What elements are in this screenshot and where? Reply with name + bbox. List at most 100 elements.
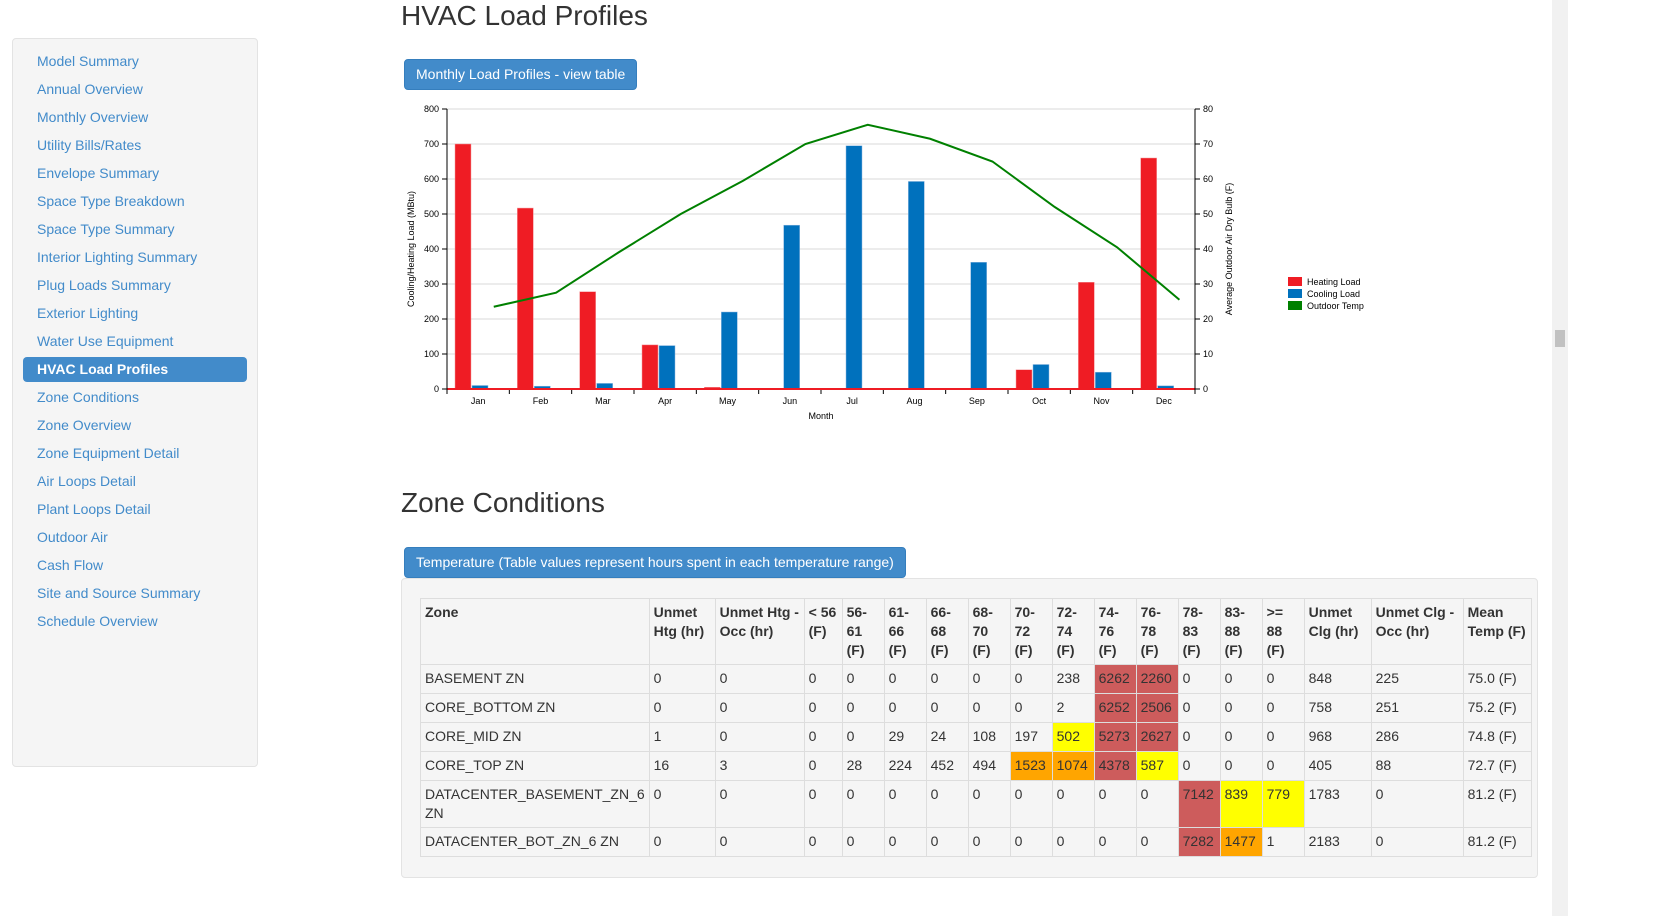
column-header: Unmet Htg (hr)	[648, 598, 716, 665]
value-cell: 0	[1219, 751, 1263, 781]
zone-conditions-title: Zone Conditions	[401, 487, 605, 518]
column-header: >= 88 (F)	[1261, 598, 1305, 665]
value-cell: 0	[1009, 664, 1053, 694]
y-tick-label: 700	[424, 139, 439, 149]
value-cell: 779	[1261, 780, 1305, 828]
value-cell: 0	[925, 780, 969, 828]
y-tick-label: 300	[424, 279, 439, 289]
value-cell: 0	[1177, 751, 1221, 781]
value-cell: 16	[648, 751, 716, 781]
y-tick-label: 100	[424, 349, 439, 359]
legend-label: Outdoor Temp	[1307, 301, 1364, 311]
sidebar-item-exterior-lighting[interactable]: Exterior Lighting	[37, 305, 139, 321]
sidebar-item-site-and-source-summary[interactable]: Site and Source Summary	[37, 585, 201, 601]
value-cell: 7142	[1177, 780, 1221, 828]
heating-bar	[1078, 282, 1095, 390]
value-cell: 225	[1370, 664, 1464, 694]
sidebar-item-plant-loops-detail[interactable]: Plant Loops Detail	[37, 501, 151, 517]
column-header: Zone	[420, 598, 650, 665]
value-cell: 1	[648, 722, 716, 752]
column-header: 76-78 (F)	[1135, 598, 1179, 665]
hvac-load-chart: 0 100 200 300 400 500 600 700 800 0 10 20 30 40 50 60 70…	[406, 104, 1364, 421]
value-cell: 494	[967, 751, 1011, 781]
scrollbar[interactable]	[1552, 0, 1568, 916]
x-tick-label: Nov	[1093, 396, 1110, 406]
sidebar-item-space-type-summary[interactable]: Space Type Summary	[37, 221, 175, 237]
value-cell: 0	[803, 780, 843, 828]
value-cell: 24	[925, 722, 969, 752]
sidebar-item-monthly-overview[interactable]: Monthly Overview	[37, 109, 149, 125]
sidebar-item-envelope-summary[interactable]: Envelope Summary	[37, 165, 160, 181]
value-cell: 848	[1303, 664, 1372, 694]
y-tick-label: 500	[424, 209, 439, 219]
sidebar-item-air-loops-detail[interactable]: Air Loops Detail	[37, 473, 136, 489]
value-cell: 88	[1370, 751, 1464, 781]
column-header: 66-68 (F)	[925, 598, 969, 665]
sidebar-item-outdoor-air[interactable]: Outdoor Air	[37, 529, 108, 545]
x-tick-label: Feb	[533, 396, 549, 406]
y-tick-label: 600	[424, 174, 439, 184]
sidebar-item-schedule-overview[interactable]: Schedule Overview	[37, 613, 158, 629]
value-cell: 0	[648, 693, 716, 723]
sidebar-item-cash-flow[interactable]: Cash Flow	[37, 557, 104, 573]
sidebar-item-utility-bills-rates[interactable]: Utility Bills/Rates	[37, 137, 142, 153]
value-cell: 0	[925, 827, 969, 857]
heating-bar	[1015, 369, 1033, 390]
x-tick-label: Jan	[471, 396, 486, 406]
table-row: DATACENTER_BASEMENT_ZN_6 ZN 0 0 0 0 0 0 0 0 0 0 0 71…	[420, 780, 1532, 828]
value-cell: 0	[1261, 693, 1305, 723]
column-header: 61-66 (F)	[883, 598, 927, 665]
sidebar-item-hvac-load-profiles[interactable]: HVAC Load Profiles	[23, 357, 247, 382]
y-tick-label: 400	[424, 244, 439, 254]
x-tick-label: Jun	[783, 396, 798, 406]
value-cell: 0	[1219, 693, 1263, 723]
value-cell: 0	[883, 827, 927, 857]
value-cell: 81.2 (F)	[1462, 780, 1532, 828]
value-cell: 1523	[1009, 751, 1053, 781]
legend-label: Cooling Load	[1307, 289, 1360, 299]
x-tick-label: Sep	[969, 396, 985, 406]
value-cell: 0	[648, 827, 716, 857]
monthly-load-profiles-button[interactable]: Monthly Load Profiles - view table	[404, 59, 638, 90]
value-cell: 2627	[1135, 722, 1179, 752]
value-cell: 197	[1009, 722, 1053, 752]
column-header: 70-72 (F)	[1009, 598, 1053, 665]
heating-bar	[454, 143, 472, 390]
value-cell: 81.2 (F)	[1462, 827, 1532, 857]
sidebar-item-zone-overview[interactable]: Zone Overview	[37, 417, 132, 433]
value-cell: 74.8 (F)	[1462, 722, 1532, 752]
sidebar-item-water-use-equipment[interactable]: Water Use Equipment	[37, 333, 174, 349]
value-cell: 0	[1177, 664, 1221, 694]
cooling-bar	[1095, 371, 1112, 390]
value-cell: 2260	[1135, 664, 1179, 694]
value-cell: 6252	[1093, 693, 1137, 723]
value-cell: 0	[1261, 664, 1305, 694]
sidebar-item-annual-overview[interactable]: Annual Overview	[37, 81, 143, 97]
scrollbar-thumb[interactable]	[1555, 330, 1565, 347]
value-cell: 839	[1219, 780, 1263, 828]
value-cell: 6262	[1093, 664, 1137, 694]
value-cell: 0	[925, 693, 969, 723]
value-cell: 0	[1135, 827, 1179, 857]
column-header: 74-76 (F)	[1093, 598, 1137, 665]
table-row: DATACENTER_BOT_ZN_6 ZN 0 0 0 0 0 0 0 0 0 0 0 7282 147…	[420, 827, 1532, 857]
value-cell: 0	[967, 827, 1011, 857]
sidebar-item-plug-loads-summary[interactable]: Plug Loads Summary	[37, 277, 171, 293]
sidebar-item-space-type-breakdown[interactable]: Space Type Breakdown	[37, 193, 185, 209]
sidebar-item-zone-conditions[interactable]: Zone Conditions	[37, 389, 139, 405]
temperature-table-button[interactable]: Temperature (Table values represent hour…	[404, 547, 906, 578]
y-tick-label: 800	[424, 104, 439, 114]
value-cell: 405	[1303, 751, 1372, 781]
value-cell: 7282	[1177, 827, 1221, 857]
y2-tick-label: 20	[1203, 314, 1213, 324]
sidebar-item-model-summary[interactable]: Model Summary	[37, 53, 139, 69]
value-cell: 0	[967, 693, 1011, 723]
value-cell: 5273	[1093, 722, 1137, 752]
value-cell: 75.2 (F)	[1462, 693, 1532, 723]
y2-tick-label: 60	[1203, 174, 1213, 184]
zone-name-cell: DATACENTER_BASEMENT_ZN_6 ZN	[420, 780, 650, 828]
sidebar-item-interior-lighting-summary[interactable]: Interior Lighting Summary	[37, 249, 198, 265]
value-cell: 0	[714, 780, 805, 828]
cooling-bar	[1032, 364, 1050, 390]
sidebar-item-zone-equipment-detail[interactable]: Zone Equipment Detail	[37, 445, 180, 461]
